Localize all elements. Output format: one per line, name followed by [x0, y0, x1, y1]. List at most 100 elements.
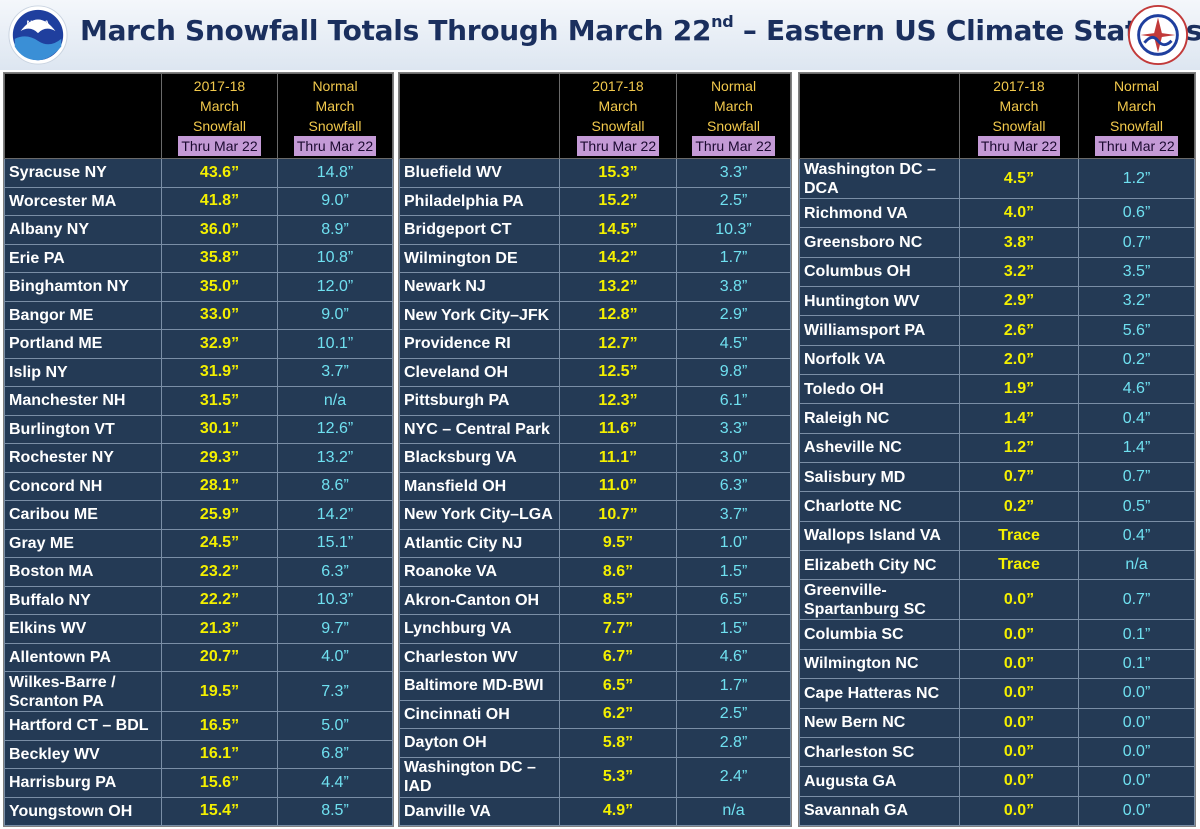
snowfall-value: 28.1” [161, 471, 278, 501]
noaa-logo: NOAA [8, 5, 68, 65]
table-row: Columbia SC 0.0” 0.1” [799, 619, 1195, 650]
station-name: Baltimore MD-BWI [399, 671, 560, 701]
table-row: Cleveland OH 12.5” 9.8” [399, 357, 791, 387]
normal-value: 0.5” [1078, 491, 1195, 522]
table-row: Greenville-Spartanburg SC 0.0” 0.7” [799, 579, 1195, 621]
table-row: Cincinnati OH 6.2” 2.5” [399, 699, 791, 729]
snowfall-value: 0.0” [959, 619, 1079, 650]
normal-value: 0.7” [1078, 227, 1195, 258]
normal-value: 3.7” [676, 500, 791, 530]
table-row: Concord NH 28.1” 8.6” [4, 471, 393, 501]
table-row: Cape Hatteras NC 0.0” 0.0” [799, 678, 1195, 709]
station-name: Richmond VA [799, 197, 960, 229]
station-name: Raleigh NC [799, 403, 960, 434]
table-row: Asheville NC 1.2” 1.4” [799, 432, 1195, 464]
table-row: Boston MA 23.2” 6.3” [4, 557, 393, 587]
snowfall-value: 14.5” [559, 215, 677, 245]
table-row: Portland ME 32.9” 10.1” [4, 329, 393, 359]
table-row: Elizabeth City NC Trace n/a [799, 550, 1195, 581]
table-row: Charleston WV 6.7” 4.6” [399, 642, 791, 672]
normal-value: 8.5” [277, 796, 393, 826]
table-row: Bangor ME 33.0” 9.0” [4, 300, 393, 330]
snowfall-value: 41.8” [161, 186, 278, 216]
station-name: Wilmington DE [399, 243, 560, 273]
snowfall-table-3: 2017-18 March Snowfall Thru Mar 22 Normal Ma… [799, 73, 1195, 826]
station-name: Atlantic City NJ [399, 528, 560, 558]
table-row: Manchester NH 31.5” n/a [4, 386, 393, 416]
normal-value: 14.8” [277, 158, 393, 188]
table-row: Roanoke VA 8.6” 1.5” [399, 557, 791, 587]
station-name: Pittsburgh PA [399, 386, 560, 416]
normal-value: 6.3” [676, 471, 791, 501]
normal-value: 0.1” [1078, 619, 1195, 650]
snowfall-value: 13.2” [559, 272, 677, 302]
table-panel-1: 2017-18 March Snowfall Thru Mar 22 Normal Ma… [3, 72, 394, 827]
station-name: Columbus OH [799, 256, 960, 288]
normal-value: 4.5” [676, 329, 791, 359]
station-name: Concord NH [4, 471, 162, 501]
normal-value: 10.3” [277, 585, 393, 615]
normal-column-header: Normal March Snowfall Thru Mar 22 [1078, 73, 1195, 159]
normal-value: 2.8” [676, 728, 791, 758]
table-row: Toledo OH 1.9” 4.6” [799, 374, 1195, 405]
station-name: Mansfield OH [399, 471, 560, 501]
table-row: Blacksburg VA 11.1” 3.0” [399, 443, 791, 473]
normal-value: 0.6” [1078, 197, 1195, 229]
table-row: Norfolk VA 2.0” 0.2” [799, 344, 1195, 376]
snowfall-value: 0.0” [959, 795, 1079, 826]
table-row: Youngstown OH 15.4” 8.5” [4, 796, 393, 826]
station-name: Boston MA [4, 557, 162, 587]
table-row: Charleston SC 0.0” 0.0” [799, 736, 1195, 768]
table-row: Dayton OH 5.8” 2.8” [399, 728, 791, 758]
header: NOAA March Snowfall Totals Through March… [0, 0, 1200, 70]
station-name: New York City–JFK [399, 300, 560, 330]
station-name: Gray ME [4, 528, 162, 558]
snowfall-value: 15.6” [161, 768, 278, 798]
table-row: Caribou ME 25.9” 14.2” [4, 500, 393, 530]
normal-value: 0.0” [1078, 707, 1195, 738]
snowfall-value: 12.7” [559, 329, 677, 359]
snowfall-value: 16.5” [161, 711, 278, 741]
table-row: Danville VA 4.9” n/a [399, 796, 791, 826]
station-name: Charlotte NC [799, 491, 960, 522]
station-name: Wilmington NC [799, 648, 960, 680]
normal-value: 3.3” [676, 158, 791, 188]
normal-value: 0.2” [1078, 344, 1195, 376]
table-row: Islip NY 31.9” 3.7” [4, 357, 393, 387]
normal-value: n/a [277, 386, 393, 416]
normal-value: 0.0” [1078, 678, 1195, 709]
table-row: Akron-Canton OH 8.5” 6.5” [399, 585, 791, 615]
snowfall-value: 6.2” [559, 699, 677, 729]
normal-value: 12.0” [277, 272, 393, 302]
station-name: Elizabeth City NC [799, 550, 960, 581]
snowfall-value: 10.7” [559, 500, 677, 530]
table-row: Hartford CT – BDL 16.5” 5.0” [4, 711, 393, 741]
normal-value: 0.4” [1078, 520, 1195, 552]
station-name: Roanoke VA [399, 557, 560, 587]
station-name: Worcester MA [4, 186, 162, 216]
table-row: Bridgeport CT 14.5” 10.3” [399, 215, 791, 245]
station-name: Portland ME [4, 329, 162, 359]
normal-value: 6.3” [277, 557, 393, 587]
normal-value: 0.0” [1078, 736, 1195, 768]
normal-value: 1.7” [676, 671, 791, 701]
table-row: Savannah GA 0.0” 0.0” [799, 795, 1195, 826]
station-name: Syracuse NY [4, 158, 162, 188]
station-name: Islip NY [4, 357, 162, 387]
table-row: NYC – Central Park 11.6” 3.3” [399, 414, 791, 444]
normal-value: 2.4” [676, 756, 791, 798]
station-name: Bluefield WV [399, 158, 560, 188]
current-column-header: 2017-18 March Snowfall Thru Mar 22 [559, 73, 677, 159]
normal-value: 6.1” [676, 386, 791, 416]
snowfall-value: 2.9” [959, 286, 1079, 317]
normal-value: 0.7” [1078, 462, 1195, 493]
normal-value: 5.6” [1078, 315, 1195, 346]
station-name: Manchester NH [4, 386, 162, 416]
station-name: Washington DC – DCA [799, 158, 960, 199]
station-name: Charleston WV [399, 642, 560, 672]
table-row: Philadelphia PA 15.2” 2.5” [399, 186, 791, 216]
normal-value: 5.0” [277, 711, 393, 741]
normal-value: 6.5” [676, 585, 791, 615]
table-row: Baltimore MD-BWI 6.5” 1.7” [399, 671, 791, 701]
snowfall-value: 32.9” [161, 329, 278, 359]
